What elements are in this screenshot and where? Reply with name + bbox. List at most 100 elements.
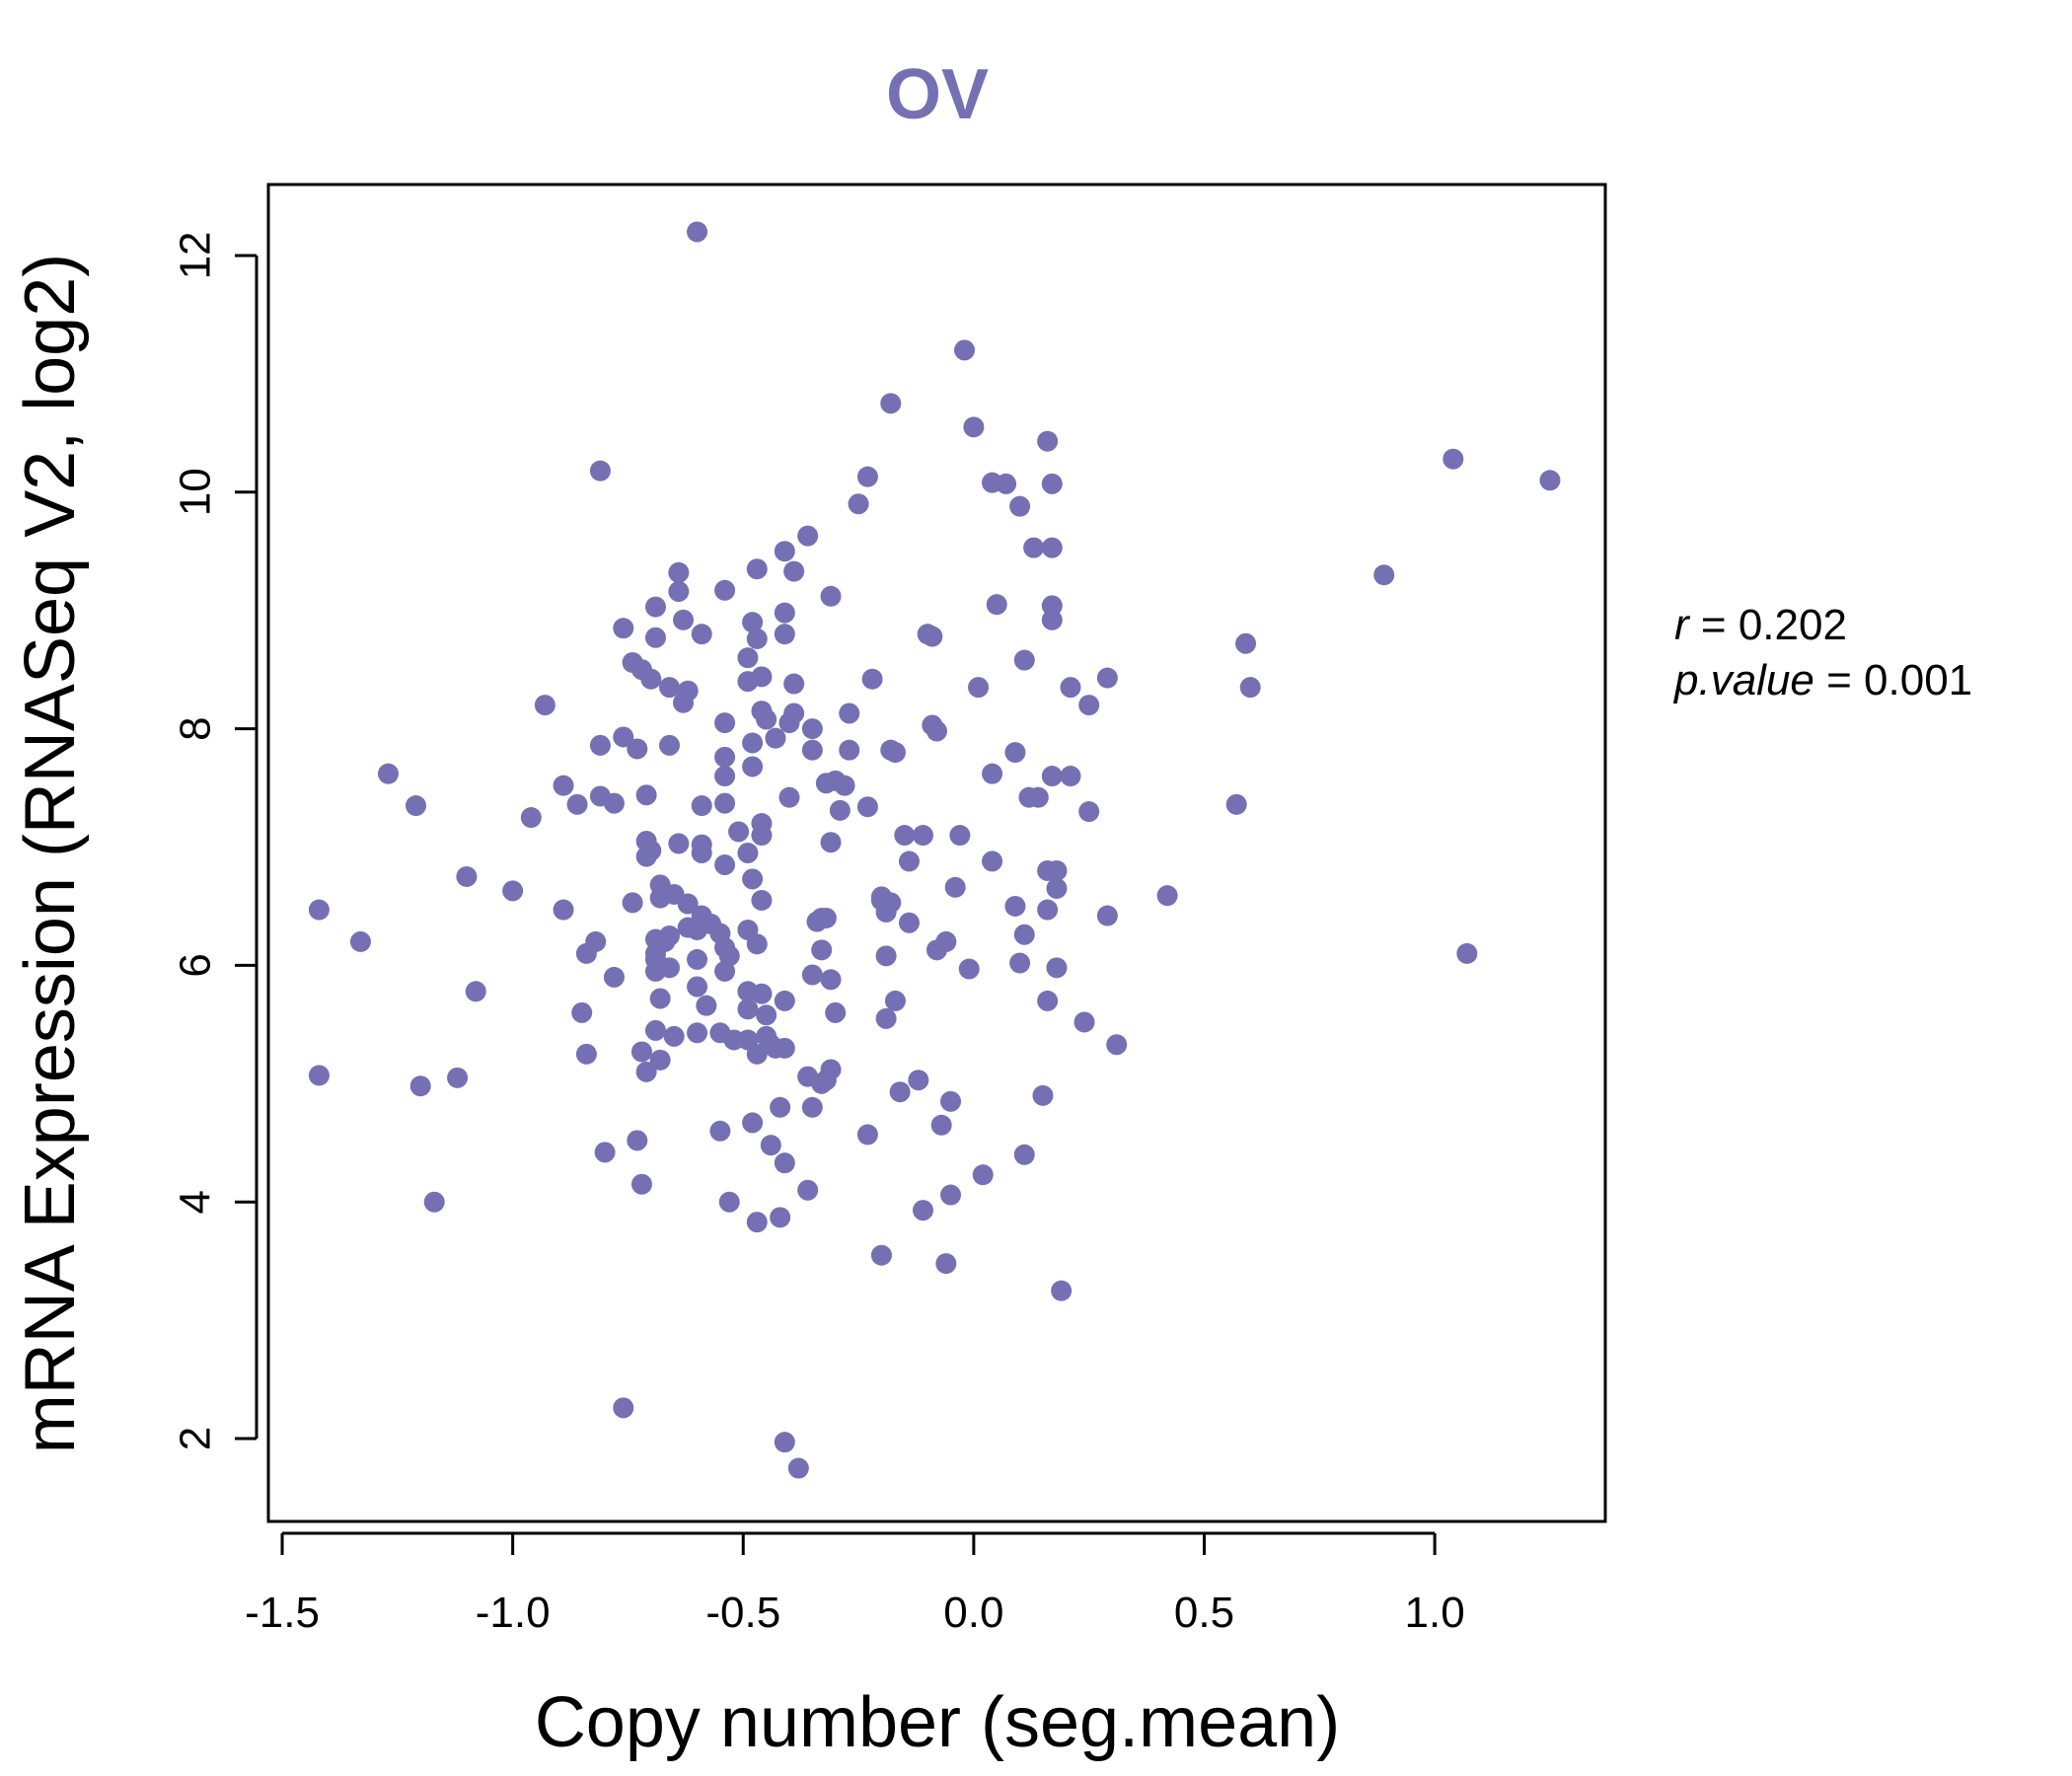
data-point xyxy=(603,966,625,988)
data-point xyxy=(687,919,708,940)
data-point xyxy=(575,942,597,964)
data-point xyxy=(644,1019,666,1041)
data-point xyxy=(801,964,823,986)
data-point xyxy=(520,807,542,829)
data-point xyxy=(797,525,819,547)
x-axis: -1.5 -1.0 -0.5 0.0 0.5 1.0 xyxy=(245,1531,1465,1637)
chart-title: OV xyxy=(886,55,989,134)
data-point xyxy=(825,1001,847,1023)
data-point xyxy=(801,739,823,761)
data-point xyxy=(502,880,524,902)
p-value-equals: = xyxy=(1826,656,1864,704)
data-point xyxy=(742,612,764,633)
data-point xyxy=(774,602,795,624)
data-point xyxy=(898,912,920,933)
data-point xyxy=(622,892,643,914)
data-point xyxy=(746,1212,768,1233)
y-tick-label: 2 xyxy=(172,1427,220,1450)
data-point xyxy=(447,1067,469,1088)
data-point xyxy=(575,1043,597,1065)
data-point xyxy=(737,999,759,1020)
data-point xyxy=(635,846,657,867)
data-point xyxy=(774,1432,795,1453)
data-point xyxy=(982,763,1003,784)
plot-frame xyxy=(266,183,1607,1523)
data-point xyxy=(954,339,976,361)
data-point xyxy=(756,708,777,730)
data-point xyxy=(765,727,786,749)
y-tick-label: 4 xyxy=(172,1190,220,1214)
data-point xyxy=(982,851,1003,872)
data-point xyxy=(875,945,897,967)
data-point xyxy=(774,1152,795,1174)
data-point xyxy=(756,1004,777,1026)
data-point xyxy=(553,775,574,796)
data-point xyxy=(801,1096,823,1118)
data-point xyxy=(889,1081,911,1103)
x-tick-label: 0.5 xyxy=(1174,1589,1234,1637)
data-point xyxy=(718,1191,740,1213)
data-point xyxy=(940,1090,962,1112)
p-value-value: 0.001 xyxy=(1864,656,1972,704)
data-point xyxy=(774,1037,795,1059)
data-point xyxy=(760,1135,781,1156)
data-point xyxy=(589,460,611,481)
data-point xyxy=(1013,1144,1035,1165)
data-point xyxy=(922,626,943,647)
data-point xyxy=(691,624,712,645)
data-point xyxy=(912,825,933,847)
data-point xyxy=(940,1184,962,1206)
data-point xyxy=(949,825,971,847)
data-point xyxy=(742,868,764,890)
data-point xyxy=(406,795,427,817)
data-point xyxy=(811,1073,833,1094)
data-point xyxy=(649,988,671,1009)
data-point xyxy=(1106,1034,1128,1056)
data-point xyxy=(875,1007,897,1029)
data-point xyxy=(968,677,990,699)
data-point xyxy=(774,624,795,645)
data-point xyxy=(861,668,883,690)
data-point xyxy=(930,1114,952,1136)
data-point xyxy=(856,466,878,487)
data-point xyxy=(1156,885,1178,907)
data-point xyxy=(1539,470,1561,491)
data-point xyxy=(972,1164,994,1186)
data-point xyxy=(635,784,657,806)
data-point xyxy=(456,865,478,887)
data-point xyxy=(534,695,555,716)
data-point xyxy=(820,832,842,853)
data-point xyxy=(687,976,708,998)
data-point xyxy=(691,843,712,863)
data-point xyxy=(898,851,920,872)
data-point xyxy=(820,969,842,991)
data-point xyxy=(926,720,947,742)
data-point xyxy=(630,1041,652,1063)
data-point xyxy=(635,1061,657,1082)
data-point xyxy=(714,766,736,787)
data-point xyxy=(1235,632,1257,654)
p-value-label: p.value xyxy=(1672,656,1814,704)
data-point xyxy=(714,853,736,875)
data-point xyxy=(958,958,980,980)
data-point xyxy=(1004,742,1026,764)
data-point xyxy=(737,671,759,693)
x-tick-label: -0.5 xyxy=(705,1589,780,1637)
data-point xyxy=(571,1001,593,1023)
data-point xyxy=(1041,595,1063,617)
data-point xyxy=(880,393,902,414)
data-point xyxy=(746,933,768,955)
data-point xyxy=(912,1200,933,1221)
y-tick-label: 8 xyxy=(172,716,220,740)
data-point xyxy=(986,594,1007,616)
x-tick-label: 1.0 xyxy=(1405,1589,1465,1637)
data-point xyxy=(1060,766,1081,787)
data-point xyxy=(714,792,736,814)
y-tick-label: 12 xyxy=(172,231,220,279)
data-point xyxy=(630,1173,652,1195)
data-point xyxy=(377,763,399,784)
data-point xyxy=(770,1096,791,1118)
data-point xyxy=(751,825,773,847)
data-point xyxy=(714,712,736,734)
data-point xyxy=(848,493,869,515)
